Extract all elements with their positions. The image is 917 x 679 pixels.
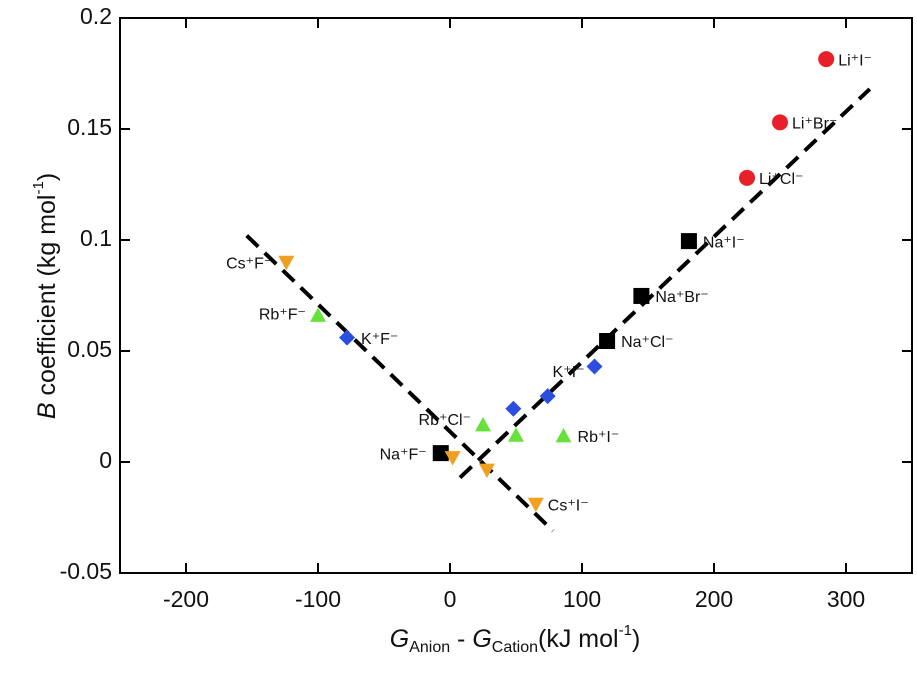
y-tick-label: 0.15 xyxy=(67,114,112,140)
x-label-part: Cation xyxy=(492,639,538,656)
y-label-part: coefficient (kg mol xyxy=(33,195,61,403)
x-label-part: (kJ mol xyxy=(538,625,619,653)
fit-line xyxy=(458,87,872,479)
y-axis-label: B coefficient (kg mol-1) xyxy=(30,173,61,419)
x-tick-label: 0 xyxy=(444,586,457,612)
data-point xyxy=(539,388,556,405)
y-tick-label: 0.05 xyxy=(67,336,112,362)
data-point xyxy=(475,416,491,432)
data-point xyxy=(772,114,788,131)
point-label: Na⁺Br⁻ xyxy=(655,289,708,306)
y-label-part: B xyxy=(33,402,61,419)
plot-frame xyxy=(119,17,913,574)
x-tick-label: -100 xyxy=(295,586,341,612)
y-label-part: ) xyxy=(33,173,61,181)
y-tick-label: -0.05 xyxy=(60,558,112,584)
point-label: Na⁺I⁻ xyxy=(703,234,745,251)
data-point xyxy=(818,51,835,68)
point-label: Li⁺I⁻ xyxy=(838,52,872,69)
point-label: Rb⁺I⁻ xyxy=(578,429,620,446)
data-point xyxy=(278,255,295,271)
y-tick-label: 0.1 xyxy=(80,225,112,251)
x-tick-label: 100 xyxy=(563,586,601,612)
x-label-part: G xyxy=(472,625,491,653)
data-point xyxy=(310,307,326,322)
point-label: Cs⁺I⁻ xyxy=(548,497,589,514)
x-label-part: G xyxy=(390,625,409,653)
point-label: Cs⁺F⁻ xyxy=(226,255,272,272)
point-label: K⁺F⁻ xyxy=(361,331,398,348)
x-tick-label: 300 xyxy=(827,586,865,612)
y-label-part: -1 xyxy=(30,181,47,194)
data-point xyxy=(599,333,616,350)
x-label-part: -1 xyxy=(619,622,632,639)
x-label-part: Anion xyxy=(409,639,450,656)
x-label-part: - xyxy=(450,625,472,653)
x-axis-label: GAnion - GCation(kJ mol-1) xyxy=(390,622,641,656)
data-point xyxy=(444,451,461,466)
data-point xyxy=(680,233,697,250)
x-tick-label: 200 xyxy=(695,586,733,612)
data-point xyxy=(586,358,603,375)
data-point xyxy=(739,169,755,186)
y-tick-label: 0 xyxy=(99,447,112,473)
fit-line xyxy=(245,234,555,533)
data-point xyxy=(339,329,356,346)
point-label: K⁺I⁻ xyxy=(553,364,585,381)
x-label-part: ) xyxy=(632,625,640,653)
point-label: Li⁺Br⁻ xyxy=(792,116,837,133)
point-label: Li⁺Cl⁻ xyxy=(759,171,803,188)
point-label: Rb⁺Cl⁻ xyxy=(419,412,471,429)
data-point xyxy=(508,427,524,442)
x-tick-label: -200 xyxy=(163,586,209,612)
y-tick-label: 0.2 xyxy=(80,3,112,29)
point-label: Na⁺Cl⁻ xyxy=(621,334,673,351)
point-label: Rb⁺F⁻ xyxy=(259,307,306,324)
data-point xyxy=(633,287,650,304)
data-point xyxy=(505,400,522,417)
data-point xyxy=(527,497,544,513)
data-point xyxy=(478,463,495,478)
data-point xyxy=(432,445,449,462)
data-point xyxy=(555,428,572,443)
point-label: Na⁺F⁻ xyxy=(380,446,427,463)
